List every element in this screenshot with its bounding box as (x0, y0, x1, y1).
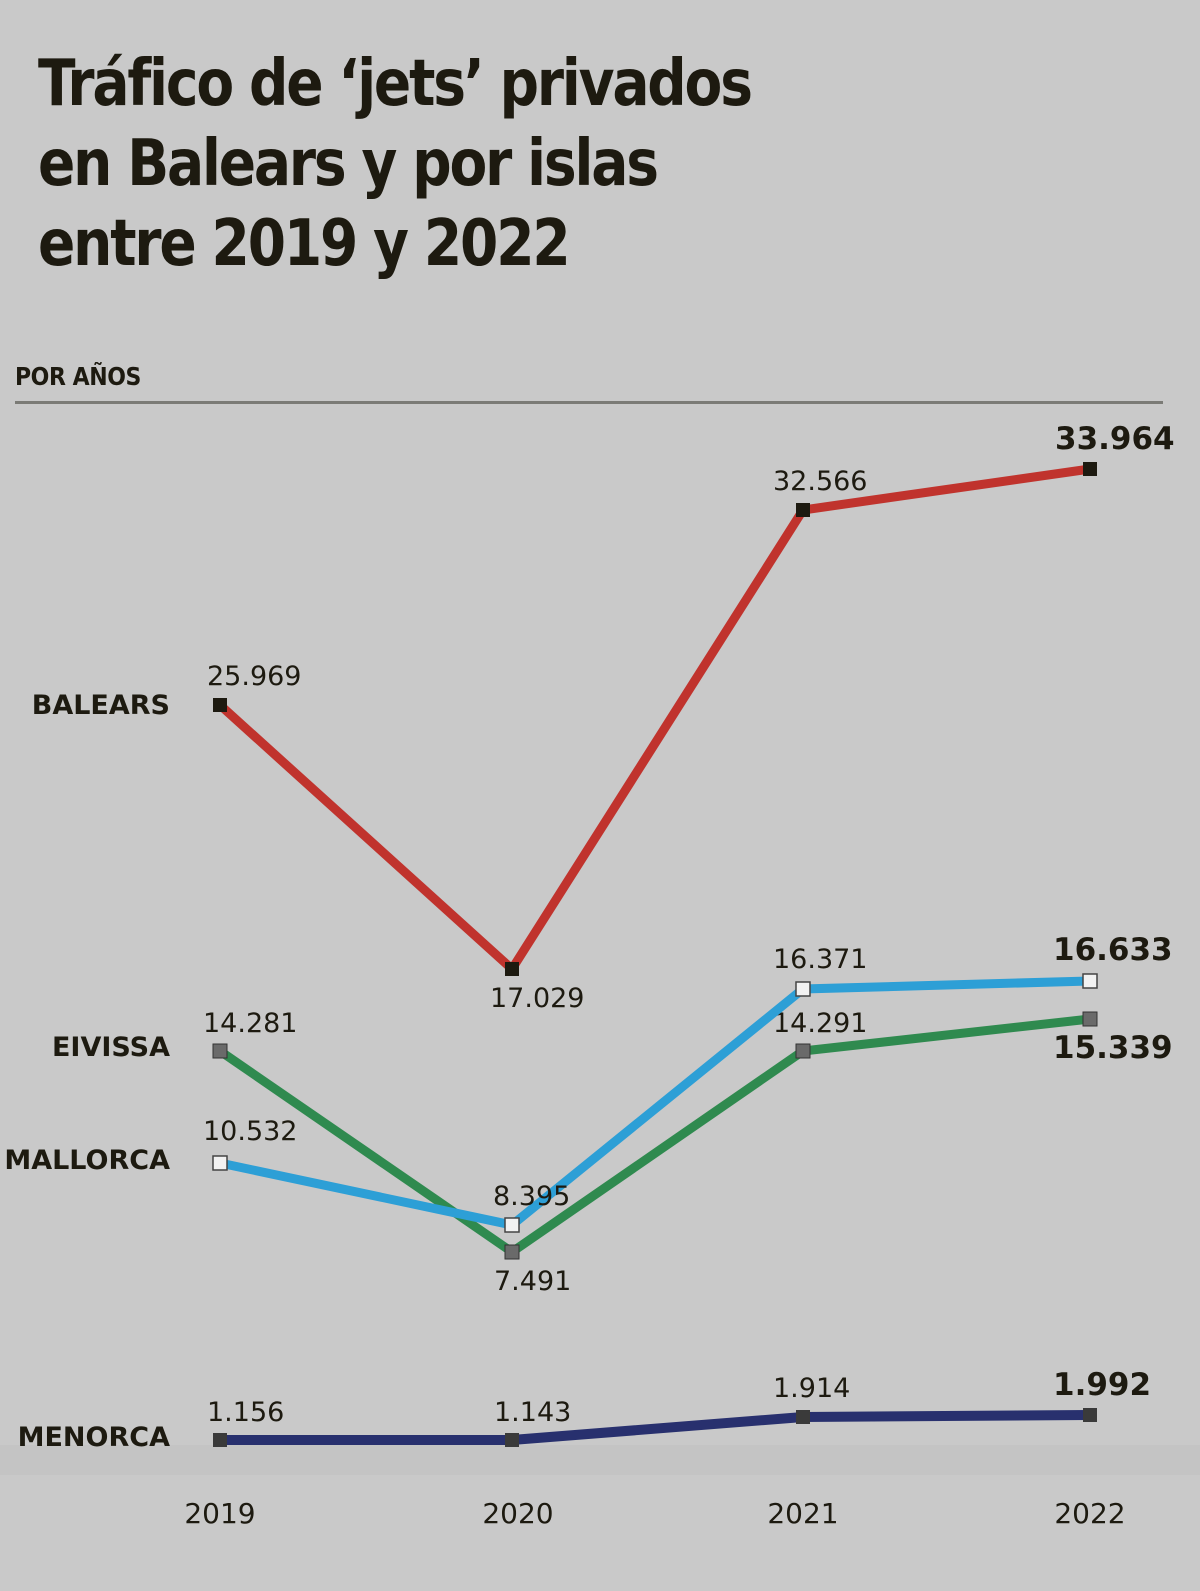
marker-square-icon (795, 1043, 811, 1059)
section-label: POR AÑOS (15, 362, 141, 391)
eivissa-line (217, 1014, 1091, 1258)
value-label: 10.532 (203, 1116, 297, 1147)
marker-square-icon (796, 503, 810, 517)
value-label: 8.395 (493, 1181, 570, 1212)
title-line-2: en Balears y por islas (38, 127, 659, 201)
marker-square-icon (504, 1217, 520, 1233)
marker-square-icon (795, 981, 811, 997)
series-menorca: MENORCA 1.156 1.143 1.914 1.992 (18, 1367, 1151, 1453)
value-label-latest: 16.633 (1053, 932, 1173, 968)
marker-square-icon (1083, 462, 1097, 476)
marker-square-icon (212, 1155, 228, 1171)
x-axis: 2019 2020 2021 2022 (184, 1497, 1125, 1530)
marker-square-icon (505, 962, 519, 976)
series-balears: BALEARS 25.969 17.029 32.566 33.964 (32, 421, 1175, 1014)
menorca-line (220, 1410, 1091, 1445)
value-label: 7.491 (494, 1266, 571, 1297)
title-line-3: entre 2019 y 2022 (38, 207, 571, 281)
series-eivissa: EIVISSA 14.281 7.491 14.291 15.339 (52, 1008, 1173, 1297)
value-label: 25.969 (207, 661, 301, 692)
value-label: 1.914 (773, 1373, 850, 1404)
series-label-menorca: MENORCA (18, 1422, 170, 1453)
title-line-1: Tráfico de ‘jets’ privados (38, 47, 753, 121)
background-band (0, 1445, 1200, 1475)
chart-title: Tráfico de ‘jets’ privados en Balears y … (38, 44, 795, 284)
value-label: 1.143 (494, 1397, 571, 1428)
value-label: 17.029 (490, 983, 584, 1014)
value-label-latest: 15.339 (1053, 1030, 1173, 1066)
x-tick-label: 2020 (482, 1497, 553, 1530)
value-label: 14.291 (773, 1008, 867, 1039)
marker-square-icon (505, 1433, 519, 1447)
marker-square-icon (213, 1433, 227, 1447)
marker-square-icon (1082, 973, 1098, 989)
marker-square-icon (1082, 1011, 1098, 1027)
value-label: 16.371 (773, 944, 867, 975)
marker-square-icon (796, 1410, 810, 1424)
value-label-latest: 1.992 (1053, 1367, 1151, 1403)
marker-square-icon (1083, 1408, 1097, 1422)
value-label: 14.281 (203, 1008, 297, 1039)
value-label: 1.156 (207, 1397, 284, 1428)
x-tick-label: 2022 (1054, 1497, 1125, 1530)
x-tick-label: 2019 (184, 1497, 255, 1530)
x-tick-label: 2021 (767, 1497, 838, 1530)
marker-square-icon (213, 698, 227, 712)
balears-line (216, 464, 1091, 976)
value-label-latest: 33.964 (1055, 421, 1175, 457)
marker-square-icon (212, 1043, 228, 1059)
series-label-eivissa: EIVISSA (52, 1032, 170, 1063)
value-label: 32.566 (773, 466, 867, 497)
series-mallorca: MALLORCA 10.532 8.395 16.371 16.633 (4, 932, 1173, 1233)
series-label-mallorca: MALLORCA (4, 1145, 170, 1176)
marker-square-icon (504, 1244, 520, 1260)
series-label-balears: BALEARS (32, 690, 170, 721)
section-divider (15, 401, 1163, 404)
mallorca-line (219, 976, 1091, 1230)
